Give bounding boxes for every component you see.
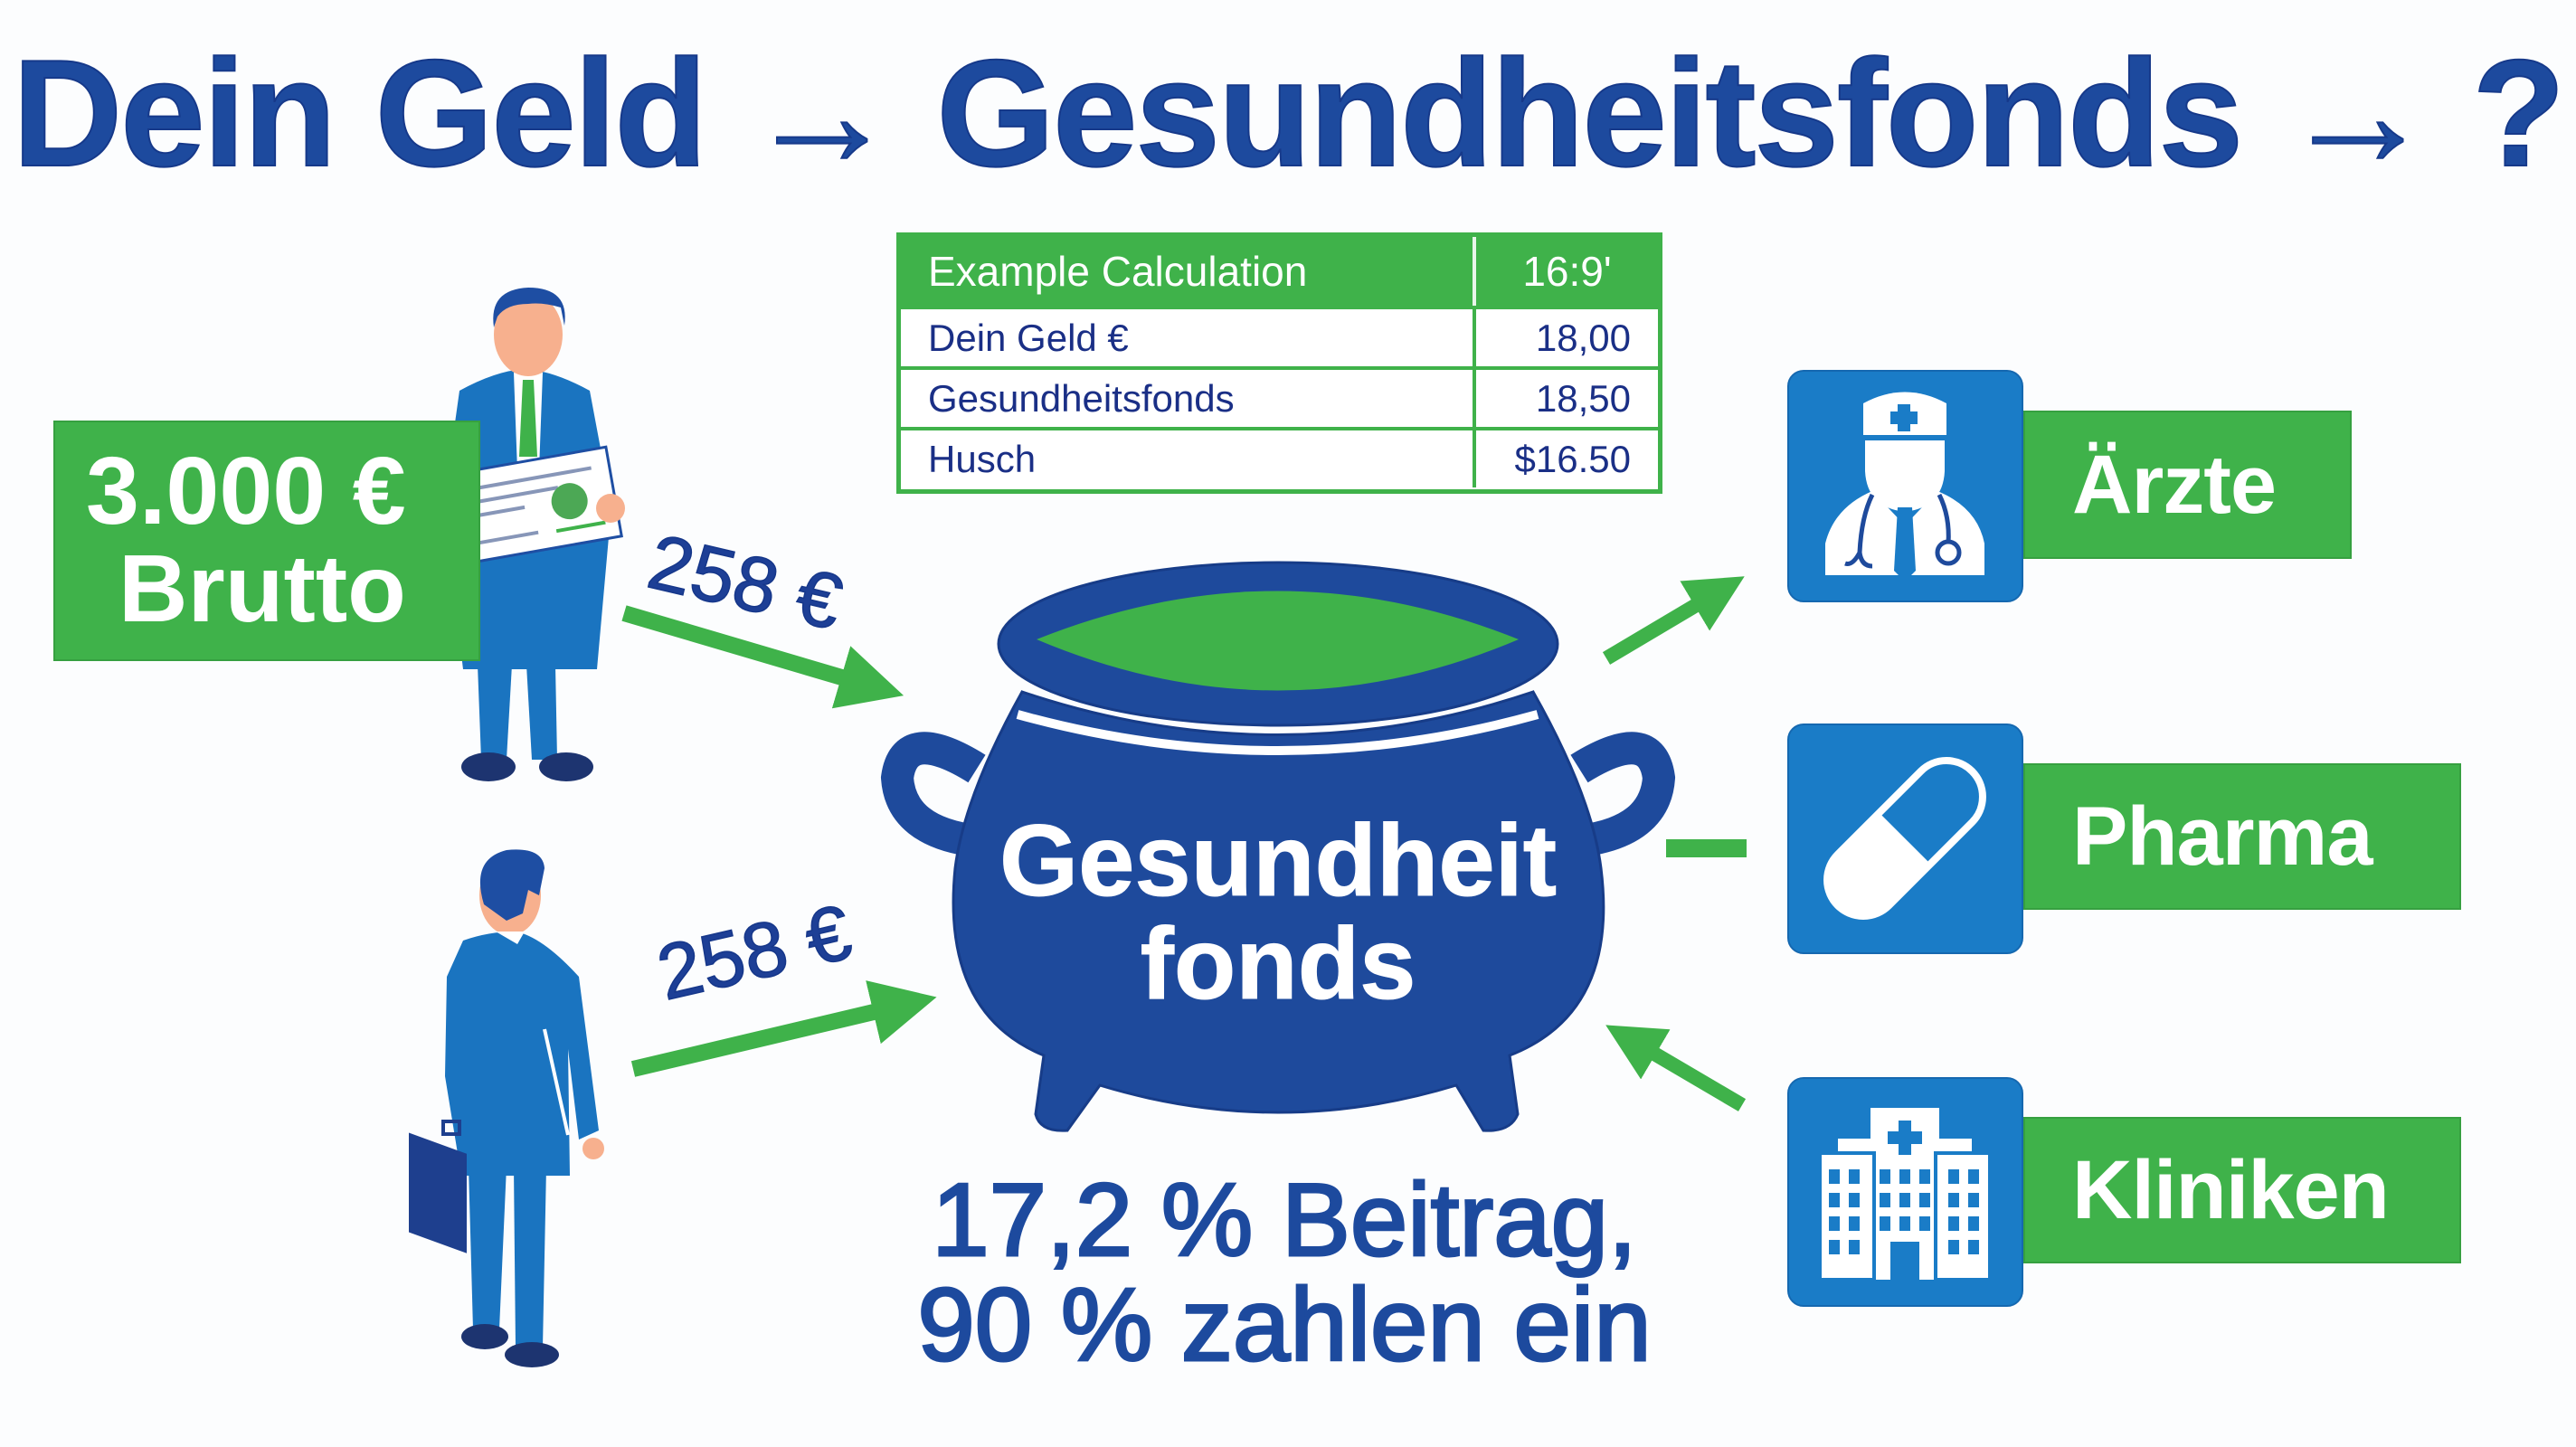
table-header-cell: Example Calculation: [901, 237, 1476, 306]
pot-icon: [880, 561, 1676, 1132]
table-cell-label: Dein Geld €: [901, 309, 1476, 366]
stats-line1: 17,2 % Beitrag,: [931, 1163, 1638, 1278]
arrow-from-kliniken: [1605, 1025, 1747, 1111]
table-header: Example Calculation 16:9': [901, 237, 1658, 306]
pill-icon-tile: [1787, 724, 2023, 954]
gross-income-label: Brutto: [118, 535, 406, 642]
arrow-to-fund-1: [621, 605, 904, 709]
gross-income-box: 3.000 € Brutto: [53, 421, 480, 661]
page-title: Dein Geld → Gesundheitsfonds → ?: [12, 28, 2566, 198]
example-calculation-table: Example Calculation 16:9' Dein Geld € 18…: [896, 232, 1662, 494]
recipient-kliniken: Kliniken: [2023, 1117, 2461, 1263]
table-row: Gesundheitsfonds 18,50: [901, 366, 1658, 427]
doctor-icon-tile: [1787, 370, 2023, 602]
hospital-icon: [1818, 1108, 1992, 1281]
fund-label-line2: fonds: [1140, 907, 1416, 1020]
table-row: Dein Geld € 18,00: [901, 306, 1658, 366]
table-header-cell: 16:9': [1522, 248, 1612, 295]
hospital-icon-tile: [1787, 1077, 2023, 1307]
person-with-certificate-icon: [438, 288, 625, 781]
recipient-aerzte: Ärzte: [2023, 411, 2352, 559]
arrow-to-fund-2: [630, 980, 937, 1077]
connector-pharma: [1666, 839, 1747, 857]
pill-icon: [1823, 757, 1986, 920]
arrow-to-aerzte: [1602, 576, 1745, 665]
doctor-icon: [1825, 392, 1984, 582]
fund-label-line1: Gesundheit: [999, 804, 1558, 917]
contribution-stats: 17,2 % Beitrag, 90 % zahlen ein: [868, 1163, 1700, 1383]
stats-line2: 90 % zahlen ein: [916, 1268, 1653, 1383]
table-cell-label: Husch: [901, 430, 1476, 487]
table-cell-value: 18,00: [1535, 316, 1631, 359]
person-with-briefcase-icon: [409, 849, 604, 1367]
recipient-pharma: Pharma: [2023, 763, 2461, 910]
table-row: Husch $16.50: [901, 427, 1658, 487]
table-cell-value: 18,50: [1535, 376, 1631, 420]
table-cell-value: $16.50: [1514, 437, 1631, 480]
gross-income-amount: 3.000 €: [86, 438, 406, 544]
table-cell-label: Gesundheitsfonds: [901, 370, 1476, 427]
